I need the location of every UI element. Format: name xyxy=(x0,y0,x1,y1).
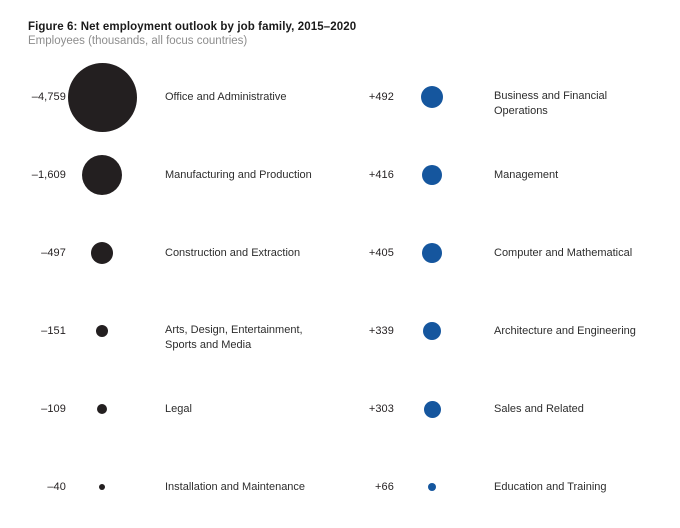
negative-value: –497 xyxy=(41,247,66,259)
job-family-label: Legal xyxy=(165,402,192,415)
negative-value: –109 xyxy=(41,403,66,415)
negative-bubble-cell xyxy=(66,404,138,414)
negative-bubble-cell xyxy=(66,155,138,195)
positive-value: +66 xyxy=(375,481,394,493)
job-family-label: Business and Financial Operations xyxy=(494,90,608,117)
positive-bubble xyxy=(422,243,442,263)
negative-value: –1,609 xyxy=(31,169,66,181)
positive-bubble-cell xyxy=(394,243,470,263)
negative-bubble-cell xyxy=(66,242,138,264)
negative-bubble xyxy=(96,325,108,337)
chart-rows: –4,759 Office and Administrative +492 Bu… xyxy=(0,58,680,526)
positive-bubble xyxy=(428,483,436,491)
positive-value: +416 xyxy=(368,169,394,181)
chart-title: Figure 6: Net employment outlook by job … xyxy=(28,21,357,33)
job-family-label: Office and Administrative xyxy=(165,90,287,103)
chart-subtitle: Employees (thousands, all focus countrie… xyxy=(28,35,248,47)
positive-value: +492 xyxy=(368,91,394,103)
negative-value: –4,759 xyxy=(31,91,66,103)
negative-bubble xyxy=(82,155,122,195)
positive-bubble-cell xyxy=(394,322,470,340)
chart-header: Figure 6: Net employment outlook by job … xyxy=(0,0,680,58)
chart-row-construction-computer: –497 Construction and Extraction +405 Co… xyxy=(0,214,680,292)
chart-row-arts-architecture: –151 Arts, Design, Entertainment, Sports… xyxy=(0,292,680,370)
positive-bubble-cell xyxy=(394,483,470,491)
negative-bubble-cell xyxy=(66,325,138,337)
positive-bubble xyxy=(423,400,441,418)
job-family-label: Construction and Extraction xyxy=(165,246,301,259)
job-family-label: Arts, Design, Entertainment, Sports and … xyxy=(165,324,303,351)
job-family-label: Architecture and Engineering xyxy=(494,324,636,337)
negative-bubble-cell xyxy=(66,484,138,490)
negative-bubble xyxy=(99,484,105,490)
negative-bubble xyxy=(91,242,113,264)
negative-bubble xyxy=(97,404,107,414)
negative-bubble xyxy=(67,62,137,132)
chart-row-office-business: –4,759 Office and Administrative +492 Bu… xyxy=(0,58,680,136)
job-family-label: Management xyxy=(494,168,559,181)
job-family-label: Education and Training xyxy=(494,480,607,493)
job-family-label: Manufacturing and Production xyxy=(165,168,312,181)
negative-value: –151 xyxy=(41,325,66,337)
positive-bubble xyxy=(423,322,441,340)
job-family-label: Sales and Related xyxy=(494,402,584,415)
negative-value: –40 xyxy=(47,481,66,493)
positive-bubble-cell xyxy=(394,86,470,108)
positive-value: +303 xyxy=(368,403,394,415)
positive-value: +339 xyxy=(368,325,394,337)
negative-bubble-cell xyxy=(66,62,138,132)
job-family-label: Computer and Mathematical xyxy=(494,246,633,259)
chart-row-manufacturing-management: –1,609 Manufacturing and Production +416… xyxy=(0,136,680,214)
chart-row-installation-education: –40 Installation and Maintenance +66 Edu… xyxy=(0,448,680,526)
job-family-label: Installation and Maintenance xyxy=(165,480,306,493)
positive-bubble-cell xyxy=(394,165,470,185)
positive-bubble xyxy=(421,86,443,108)
chart-row-legal-sales: –109 Legal +303 Sales and Related xyxy=(0,370,680,448)
positive-bubble xyxy=(422,165,442,185)
positive-value: +405 xyxy=(368,247,394,259)
positive-bubble-cell xyxy=(394,400,470,418)
